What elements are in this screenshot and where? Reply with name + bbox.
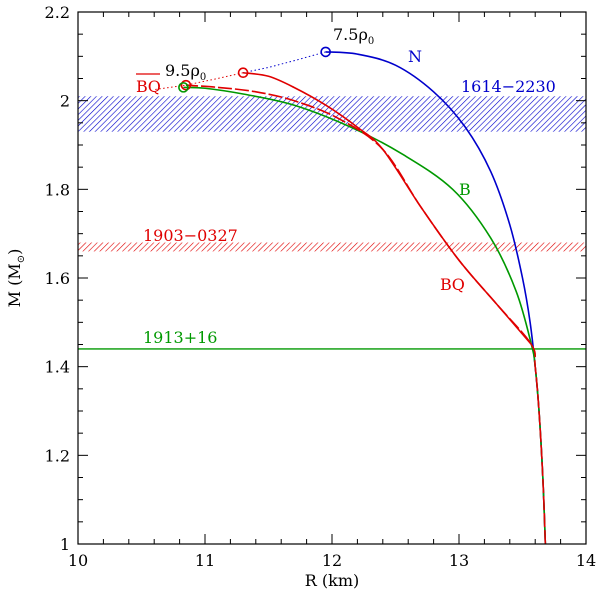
ticks-layer — [77, 11, 587, 545]
series-line-bq — [185, 84, 547, 544]
series-label-bq-bar: BQ — [136, 77, 161, 96]
max-mass-marker-1 — [237, 67, 249, 79]
max-mass-marker-3 — [178, 82, 189, 93]
band-1614-2230 — [78, 96, 586, 132]
series-line-b — [183, 86, 547, 544]
max-mass-marker-0 — [320, 46, 331, 58]
marker-layer — [178, 46, 331, 93]
density-label-9-5-main: 9.5ρ — [165, 61, 200, 80]
density-label-9-5: 9.5ρ0 — [165, 61, 206, 83]
density-label-7-5: 7.5ρ0 — [333, 25, 374, 47]
x-tick-label: 13 — [449, 551, 469, 570]
y-tick-label: 2.2 — [45, 3, 70, 22]
y-axis-label: M (M⊙) — [5, 249, 27, 308]
series-layer — [183, 51, 547, 544]
y-tick-label: 1.6 — [45, 269, 70, 288]
line-label-1913-16: 1913+16 — [143, 328, 217, 347]
y-tick-label: 1.4 — [45, 358, 70, 377]
series-line-bq-upper-branch — [242, 71, 532, 346]
density-label-9-5-sub: 0 — [200, 72, 206, 83]
bands-layer — [78, 96, 586, 252]
x-tick-label: 12 — [322, 551, 342, 570]
series-label-bq: BQ — [440, 275, 465, 294]
dotted-extension-0 — [242, 51, 326, 74]
y-axis-label-main: M (M — [5, 263, 24, 307]
x-tick-label: 11 — [195, 551, 215, 570]
y-axis-label-close: ) — [5, 249, 24, 255]
x-tick-label: 10 — [68, 551, 88, 570]
y-tick-label: 1.2 — [45, 446, 70, 465]
band-1903-0327 — [78, 242, 586, 252]
x-tick-label: 14 — [576, 551, 596, 570]
series-label-n: N — [408, 47, 422, 66]
density-label-7-5-sub: 0 — [368, 36, 374, 47]
band-label-1903-0327: 1903−0327 — [143, 226, 238, 245]
dotted-layer — [154, 51, 326, 91]
ticklabels-layer: 10 11 12 13 14 1 1.2 1.4 1.6 1.8 2 2.2 — [45, 3, 597, 570]
density-label-7-5-main: 7.5ρ — [333, 25, 368, 44]
y-tick-label: 2 — [60, 92, 70, 111]
y-axis-label-sub: ⊙ — [16, 255, 27, 263]
band-label-1614-2230: 1614−2230 — [461, 77, 556, 96]
series-label-b: B — [459, 180, 471, 199]
dotted-extension-1 — [154, 72, 244, 91]
y-tick-label: 1.8 — [45, 180, 70, 199]
y-tick-label: 1 — [60, 535, 70, 554]
x-axis-label: R (km) — [305, 571, 359, 590]
max-mass-marker-2 — [180, 79, 192, 91]
